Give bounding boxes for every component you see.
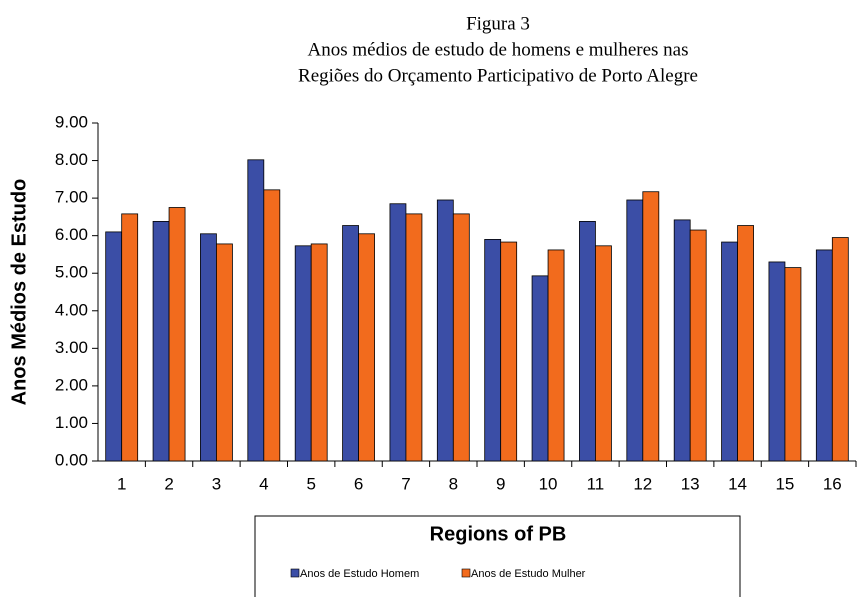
x-tick-label: 16: [823, 474, 842, 493]
x-tick-label: 5: [306, 474, 315, 493]
y-tick-label: 2.00: [55, 375, 88, 394]
bar: [579, 220, 596, 462]
bar: [200, 233, 217, 462]
x-tick-label: 10: [539, 474, 558, 493]
bar: [452, 213, 470, 462]
y-tick-label: 4.00: [55, 300, 88, 319]
chart-subtitle: Regiões do Orçamento Participativo de Po…: [298, 65, 698, 86]
bar: [768, 261, 786, 462]
bar: [531, 275, 549, 462]
y-tick-label: 1.00: [55, 413, 88, 432]
x-tick-label: 8: [449, 474, 458, 493]
x-axis-title: Regions of PB: [430, 523, 567, 545]
bar: [484, 239, 502, 462]
bar: [105, 231, 123, 462]
bar: [152, 220, 170, 462]
x-tick-label: 9: [496, 474, 505, 493]
bar: [595, 245, 612, 462]
bar: [358, 233, 375, 462]
bar: [673, 219, 691, 462]
y-axis-title: Anos Médios de Estudo: [8, 179, 30, 406]
bar: [389, 203, 407, 462]
bar: [547, 249, 565, 462]
bar: [721, 241, 738, 462]
y-tick-label: 0.00: [55, 450, 88, 469]
bar: [436, 199, 454, 462]
bar: [342, 225, 359, 462]
bar: [216, 243, 233, 462]
x-tick-label: 6: [354, 474, 363, 493]
legend-label: Anos de Estudo Homem: [300, 568, 419, 580]
y-tick-label: 8.00: [55, 150, 88, 169]
x-tick-label: 15: [775, 474, 794, 493]
bar: [784, 267, 802, 462]
bar: [737, 225, 754, 462]
bar: [294, 245, 312, 462]
x-tick-label: 14: [728, 474, 747, 493]
x-tick-label: 3: [212, 474, 221, 493]
legend-label: Anos de Estudo Mulher: [471, 568, 586, 580]
bar: [689, 229, 707, 462]
y-tick-label: 5.00: [55, 263, 88, 282]
x-tick-label: 2: [164, 474, 173, 493]
bar: [121, 213, 139, 462]
x-tick-label: 7: [401, 474, 410, 493]
x-tick-label: 11: [587, 474, 605, 493]
chart-subtitle: Anos médios de estudo de homens e mulher…: [308, 39, 689, 60]
legend-swatch: [290, 568, 300, 578]
x-tick-label: 12: [633, 474, 652, 493]
legend-box: [254, 515, 741, 597]
bar: [642, 191, 660, 462]
bar: [626, 199, 644, 462]
bar: [168, 207, 186, 462]
x-tick-label: 4: [259, 474, 268, 493]
legend-swatch: [461, 568, 471, 578]
y-tick-label: 6.00: [55, 225, 88, 244]
bar: [247, 159, 265, 462]
y-tick-label: 3.00: [55, 338, 88, 357]
y-tick-label: 7.00: [55, 188, 88, 207]
y-tick-label: 9.00: [55, 112, 88, 131]
bar: [500, 241, 518, 462]
bar: [831, 237, 849, 462]
x-tick-label: 1: [117, 474, 126, 493]
bar: [405, 213, 423, 462]
chart-title: Figura 3: [466, 13, 530, 34]
x-tick-label: 13: [681, 474, 700, 493]
bar: [815, 249, 833, 462]
bar: [310, 243, 328, 462]
bar: [263, 189, 281, 462]
